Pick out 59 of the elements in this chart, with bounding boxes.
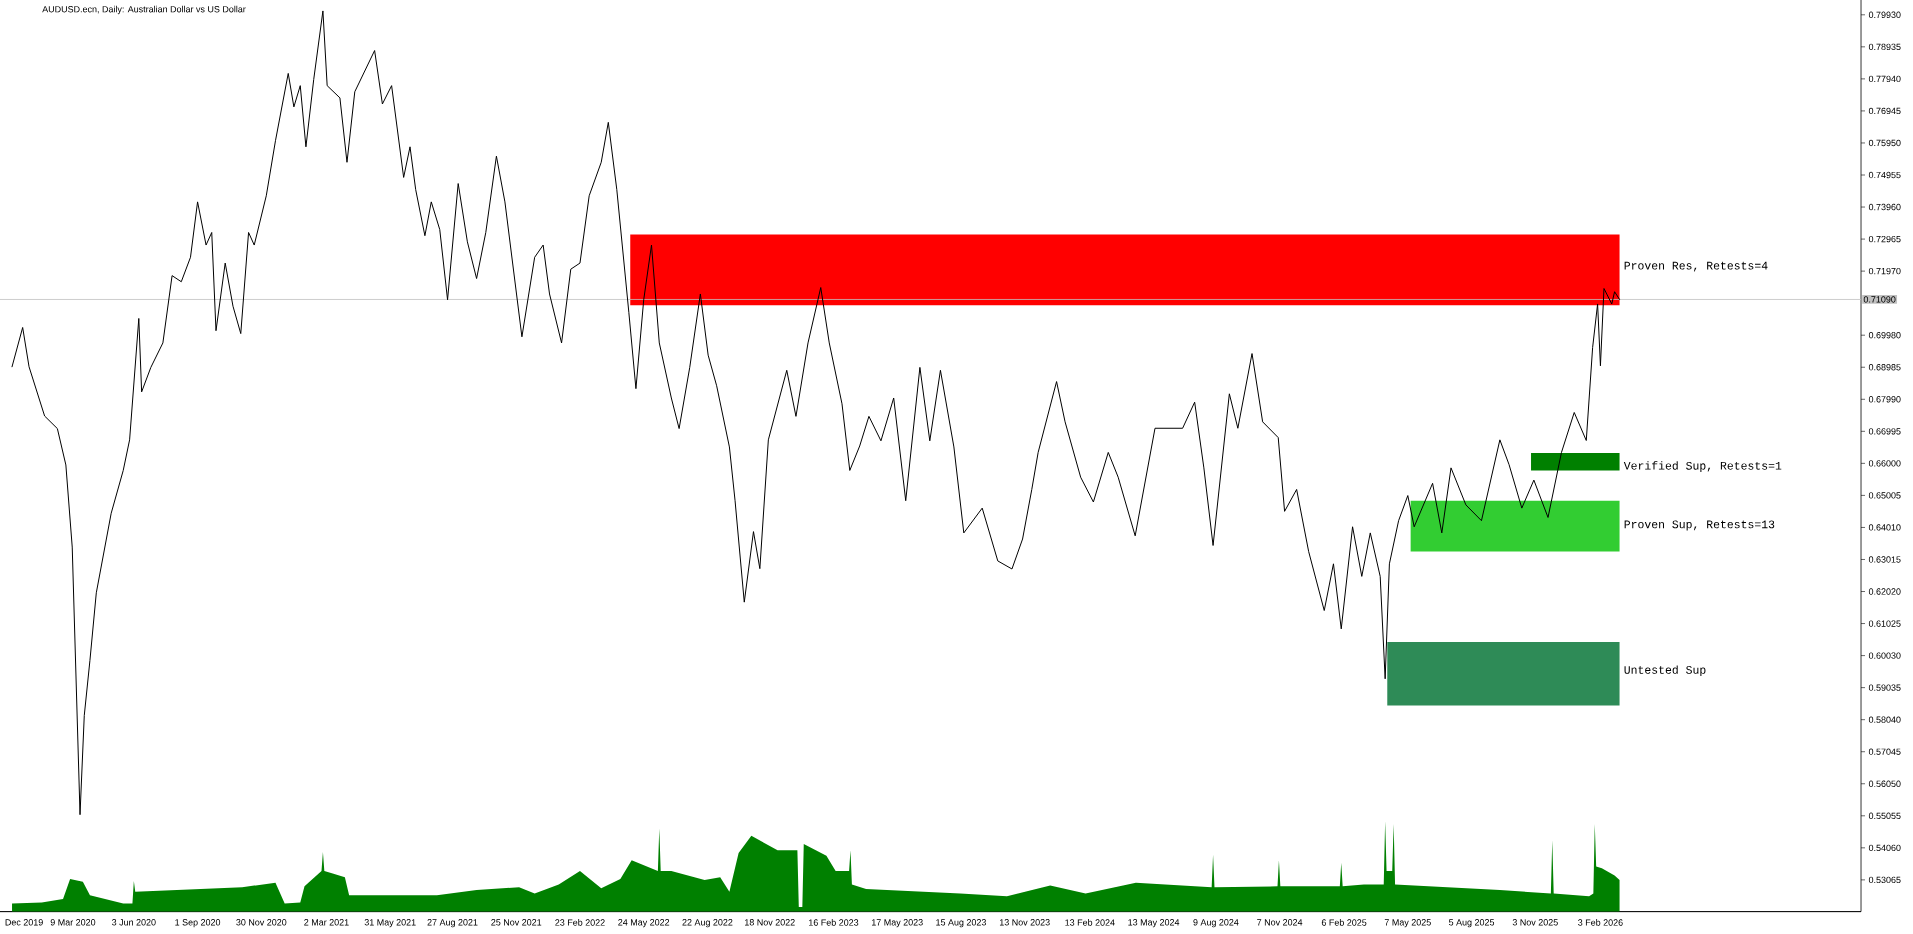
y-tick-label: 0.61025 [1868, 620, 1901, 627]
x-tick-label: 13 Nov 2023 [999, 919, 1050, 926]
annotation: Proven Sup, Retests=13 [1624, 520, 1775, 531]
x-tick-label: 13 Feb 2024 [1065, 919, 1115, 926]
y-tick-label: 0.79930 [1868, 11, 1901, 18]
text: AUDUSD.ecn, Daily: Australian Dollar vs US Dollar [42, 5, 246, 15]
x-tick-label: 6 Feb 2025 [1321, 919, 1367, 926]
x-tick-label: 1 Sep 2020 [175, 919, 221, 928]
x-tick-label: 16 Feb 2023 [809, 919, 859, 926]
y-tick-label: 0.76945 [1868, 107, 1901, 115]
x-tick-label: 3 Nov 2025 [1512, 919, 1558, 926]
x-tick-label: 13 May 2024 [1128, 919, 1180, 928]
annotation: Untested Sup [1624, 665, 1706, 677]
y-tick-label: 0.78935 [1868, 43, 1901, 51]
y-tick-label: 0.58040 [1868, 716, 1901, 723]
y-tick-label: 0.74955 [1868, 171, 1901, 179]
y-tick-label: 0.71970 [1868, 267, 1901, 275]
x-tick-label: 18 Nov 2022 [745, 919, 795, 926]
y-tick-label: 0.73960 [1868, 203, 1901, 211]
x-tick-label: 22 Aug 2022 [682, 919, 733, 928]
y-tick-label: 0.68985 [1868, 364, 1901, 371]
y-tick-label: 0.66995 [1868, 428, 1901, 435]
y-tick-label: 0.60030 [1868, 652, 1901, 659]
x-tick-label: 3 Feb 2026 [1578, 919, 1623, 926]
x-tick-label: 7 May 2025 [1384, 919, 1431, 928]
x-tick-label: 27 Aug 2021 [427, 919, 478, 928]
x-tick-label: 24 May 2022 [618, 919, 670, 928]
x-tick-label: 7 Nov 2024 [1257, 919, 1303, 926]
y-tick-label: 0.75950 [1868, 139, 1901, 147]
y-tick-label: 0.53065 [1868, 876, 1901, 884]
x-tick-label: 9 Aug 2024 [1193, 919, 1239, 928]
y-tick-label: 0.56050 [1868, 780, 1901, 787]
y-tick-label: 0.66000 [1868, 460, 1901, 467]
y-tick-label: 0.57045 [1868, 748, 1901, 755]
y-tick-label: 0.54060 [1868, 844, 1901, 852]
y-tick-label: 0.63015 [1868, 556, 1901, 563]
x-tick-label: 2 Mar 2021 [304, 919, 349, 926]
y-tick-label: 0.62020 [1868, 588, 1901, 595]
x-tick-label: 5 Aug 2025 [1448, 919, 1495, 928]
x-tick-label: 3 Jun 2020 [112, 919, 156, 926]
x-tick-label: 15 Aug 2023 [936, 919, 986, 928]
y-tick-label: 0.59035 [1868, 684, 1901, 691]
ref-line-label: 0.71090 [1863, 296, 1896, 303]
annotation: Proven Res, Retests=4 [1624, 261, 1768, 272]
x-tick-label: 23 Feb 2022 [555, 919, 605, 926]
x-tick-label: 17 May 2023 [872, 919, 923, 928]
y-tick-label: 0.64010 [1868, 524, 1901, 531]
x-tick-label: 9 Mar 2020 [50, 919, 96, 926]
x-tick-label: Dec 2019 [5, 919, 43, 926]
annotation: Verified Sup, Retests=1 [1623, 461, 1782, 472]
x-tick-label: 30 Nov 2020 [236, 919, 287, 926]
y-tick-label: 0.72965 [1868, 235, 1901, 243]
x-tick-label: 25 Nov 2021 [491, 919, 542, 926]
y-tick-label: 0.55055 [1868, 812, 1901, 819]
y-tick-label: 0.69980 [1868, 332, 1901, 339]
y-tick-label: 0.67990 [1868, 396, 1901, 403]
y-tick-label: 0.65005 [1868, 492, 1901, 499]
x-tick-label: 31 May 2021 [364, 919, 416, 928]
y-tick-label: 0.77940 [1868, 75, 1901, 83]
